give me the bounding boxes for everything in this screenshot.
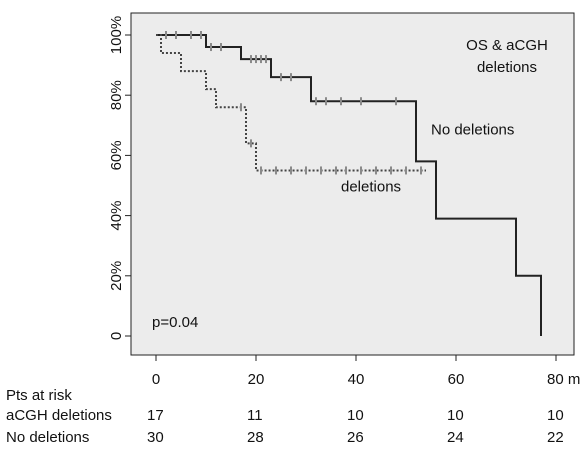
y-axis: 0 20% 40% 60% 80% 100% — [108, 16, 131, 340]
x-tick-label: 60 — [448, 371, 465, 388]
plot-background — [130, 12, 575, 356]
curve-deletions — [156, 34, 426, 172]
x-axis: 0 20 40 60 80 m — [152, 355, 580, 388]
risk-value: 26 — [347, 429, 364, 446]
risk-value: 22 — [547, 429, 564, 446]
risk-value: 30 — [147, 429, 164, 446]
x-tick-label: 80 m — [547, 371, 580, 388]
y-tick-label: 100% — [108, 16, 125, 54]
risk-row-label-no-deletions: No deletions — [6, 429, 90, 446]
y-tick-label: 40% — [108, 201, 125, 231]
risk-row-label-deletions: aCGH deletions — [6, 407, 112, 424]
y-tick-label: 20% — [108, 261, 125, 291]
risk-value: 10 — [347, 407, 364, 424]
y-tick-label: 0 — [108, 332, 125, 340]
risk-table-header: Pts at risk — [6, 387, 72, 404]
x-tick-label: 40 — [348, 371, 365, 388]
p-value-label: p=0.04 — [152, 314, 198, 331]
x-tick-label: 0 — [152, 371, 160, 388]
series-label-deletions: deletions — [341, 179, 401, 196]
series-label-no-deletions: No deletions — [431, 121, 514, 138]
risk-value: 24 — [447, 429, 464, 446]
risk-value: 10 — [447, 407, 464, 424]
risk-value: 10 — [547, 407, 564, 424]
risk-value: 11 — [247, 407, 263, 424]
y-tick-label: 80% — [108, 80, 125, 110]
y-tick-label: 60% — [108, 140, 125, 170]
survival-curves — [156, 31, 542, 336]
risk-value: 17 — [147, 407, 164, 424]
chart-title-line-2: deletions — [477, 59, 537, 76]
curve-no-deletions — [156, 34, 542, 336]
risk-value: 28 — [247, 429, 264, 446]
x-tick-label: 20 — [248, 371, 265, 388]
chart-title-line-1: OS & aCGH — [466, 37, 548, 54]
